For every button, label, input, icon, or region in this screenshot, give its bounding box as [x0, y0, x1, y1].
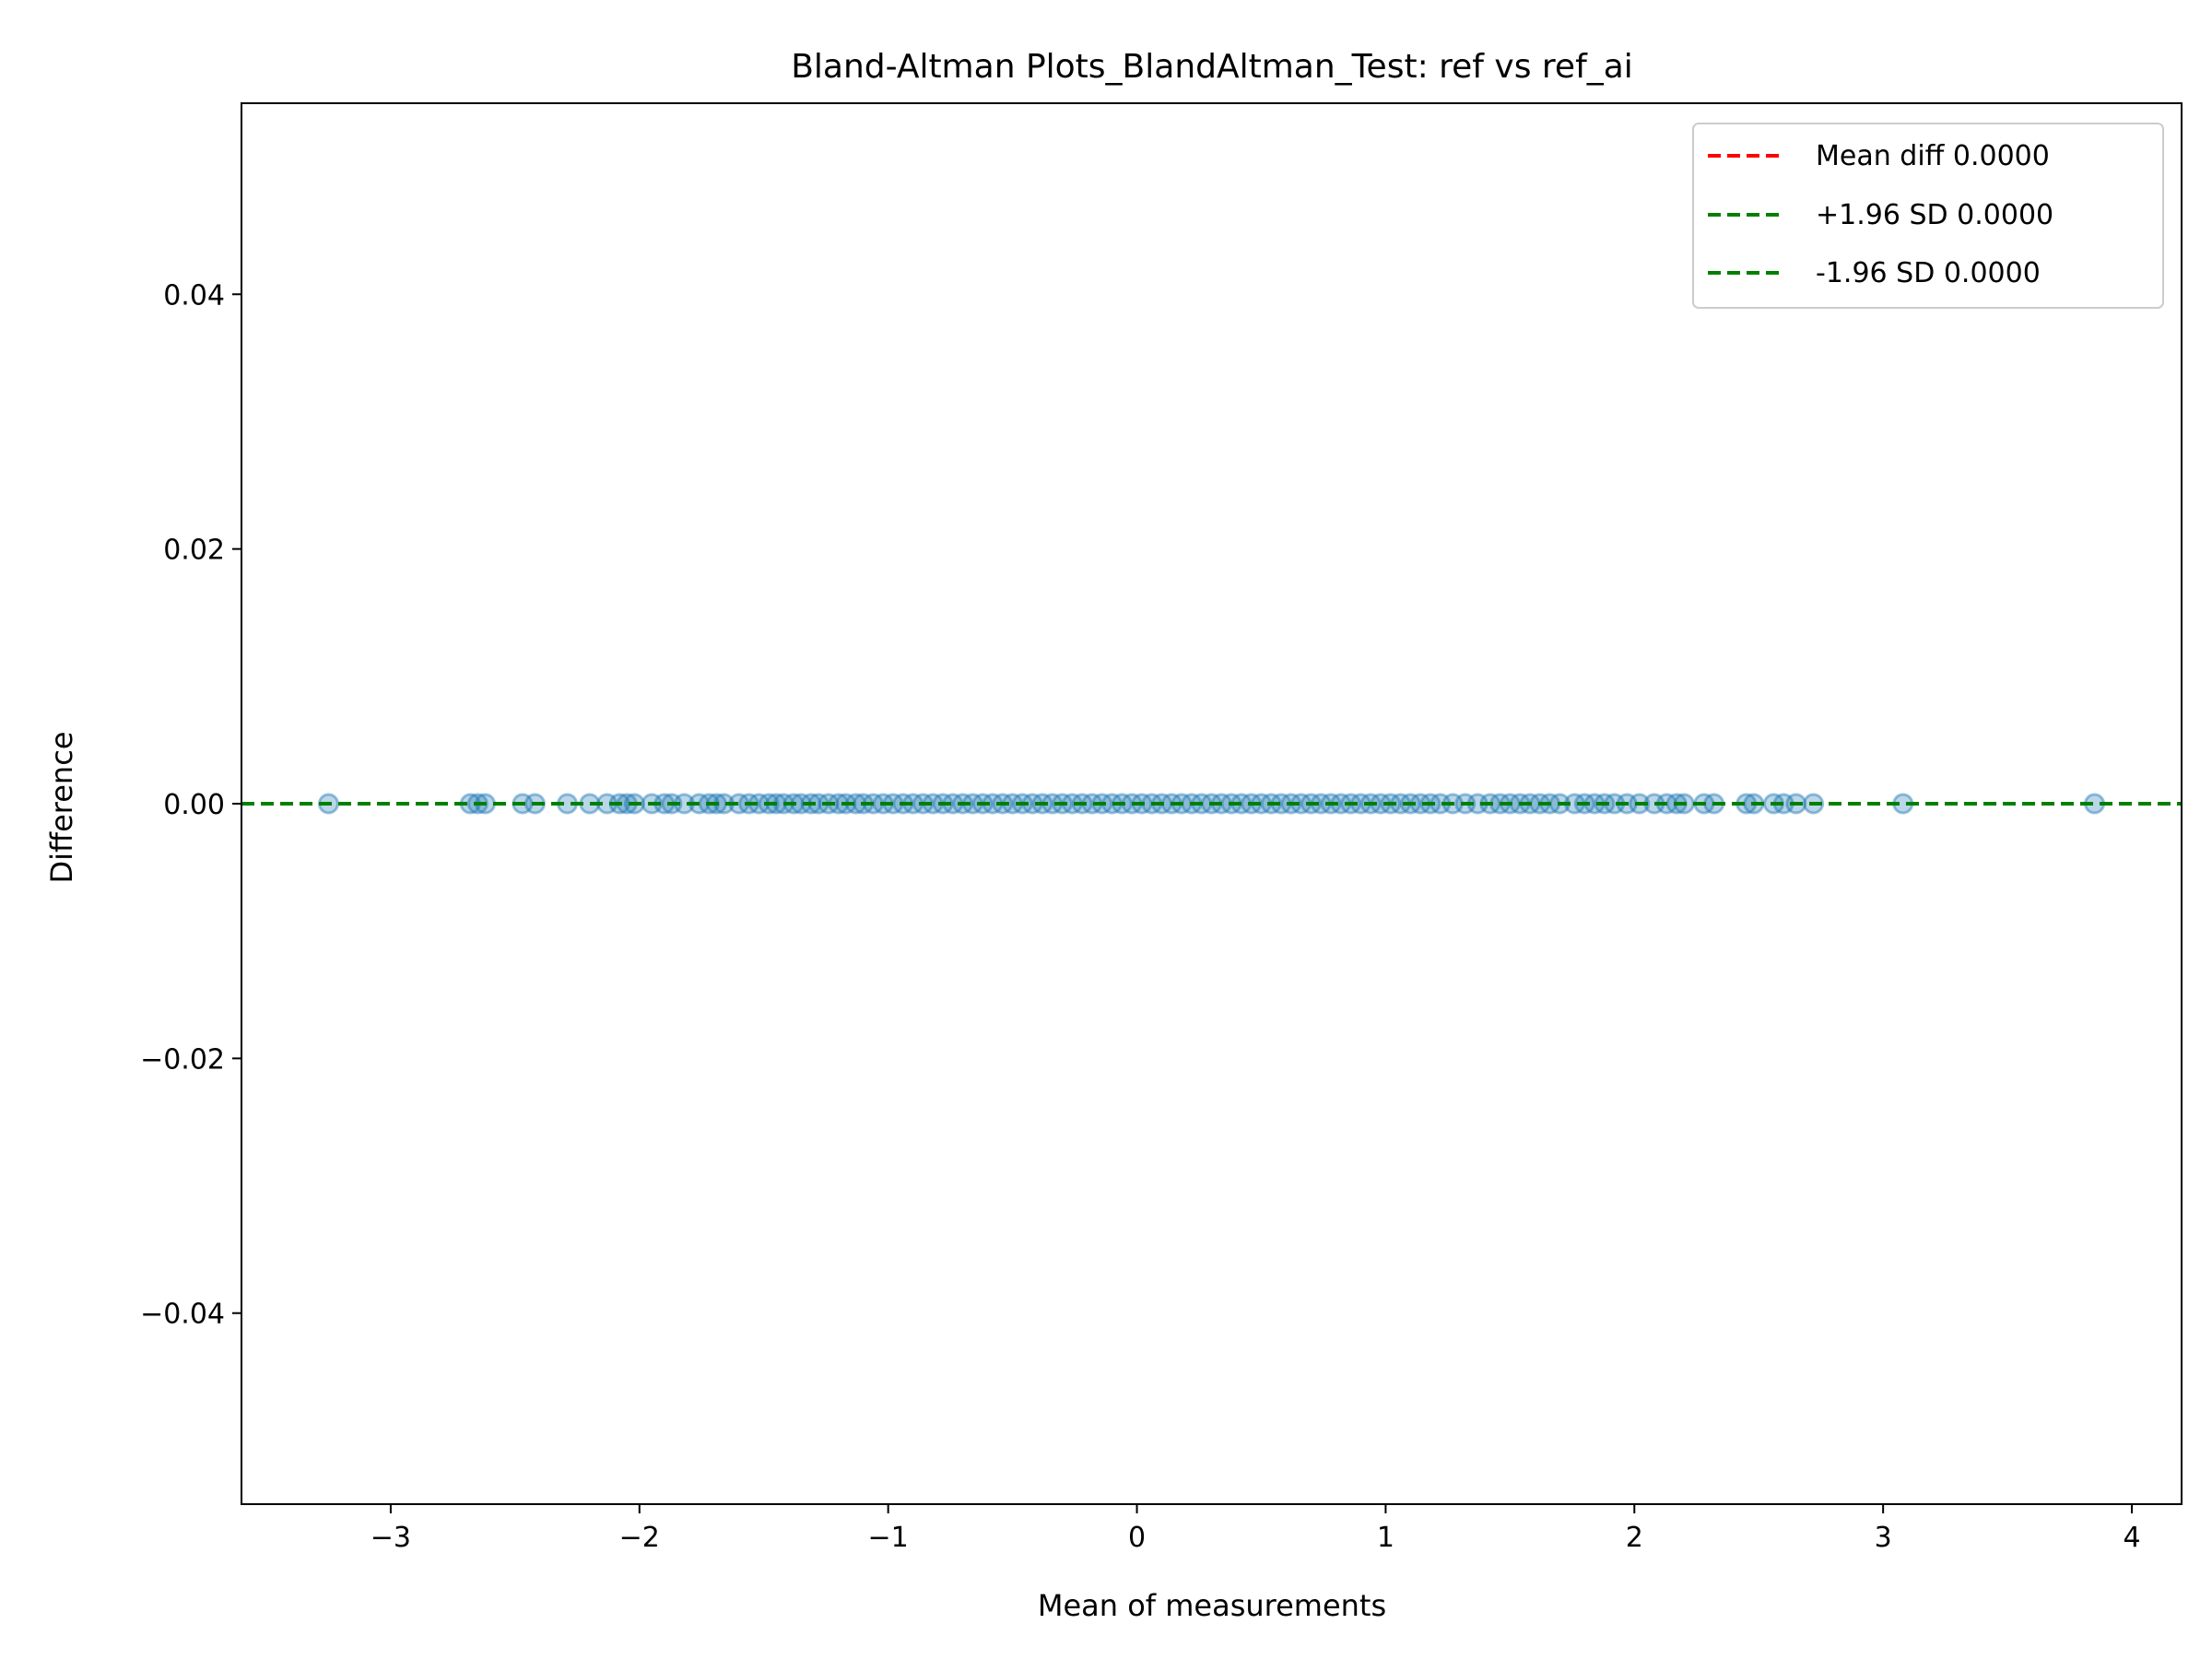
legend-label-lower-loa: -1.96 SD 0.0000	[1816, 257, 2041, 289]
y-tick-label: −0.02	[140, 1043, 225, 1076]
y-tick-label: 0.04	[163, 279, 225, 312]
legend-box	[1692, 123, 2164, 309]
x-tick-label: 3	[1875, 1522, 1892, 1554]
chart-title: Bland-Altman Plots_BlandAltman_Test: ref…	[791, 48, 1633, 86]
y-axis-label: Difference	[44, 732, 79, 884]
plot-frame	[241, 102, 2183, 1505]
y-axis-ticks: −0.04 −0.02 0.00 0.02 0.04	[140, 279, 241, 1331]
x-tick-label: 1	[1377, 1522, 1394, 1554]
x-axis-label: Mean of measurements	[1038, 1588, 1386, 1623]
x-axis-ticks: −3 −2 −1 0 1 2 3 4	[371, 1504, 2141, 1554]
legend-label-upper-loa: +1.96 SD 0.0000	[1816, 199, 2053, 231]
y-tick-label: −0.04	[140, 1299, 225, 1331]
y-tick-label: 0.02	[163, 535, 225, 567]
x-tick-label: −2	[619, 1522, 660, 1554]
x-tick-label: 0	[1128, 1522, 1146, 1554]
x-tick-label: 4	[2123, 1522, 2140, 1554]
data-points	[317, 793, 2106, 815]
y-tick-label: 0.00	[163, 789, 225, 821]
legend-label-mean-diff: Mean diff 0.0000	[1816, 140, 2050, 172]
x-tick-label: 2	[1626, 1522, 1643, 1554]
x-tick-label: −1	[868, 1522, 909, 1554]
x-tick-label: −3	[371, 1522, 411, 1554]
legend: Mean diff 0.0000 +1.96 SD 0.0000 -1.96 S…	[1692, 123, 2164, 309]
